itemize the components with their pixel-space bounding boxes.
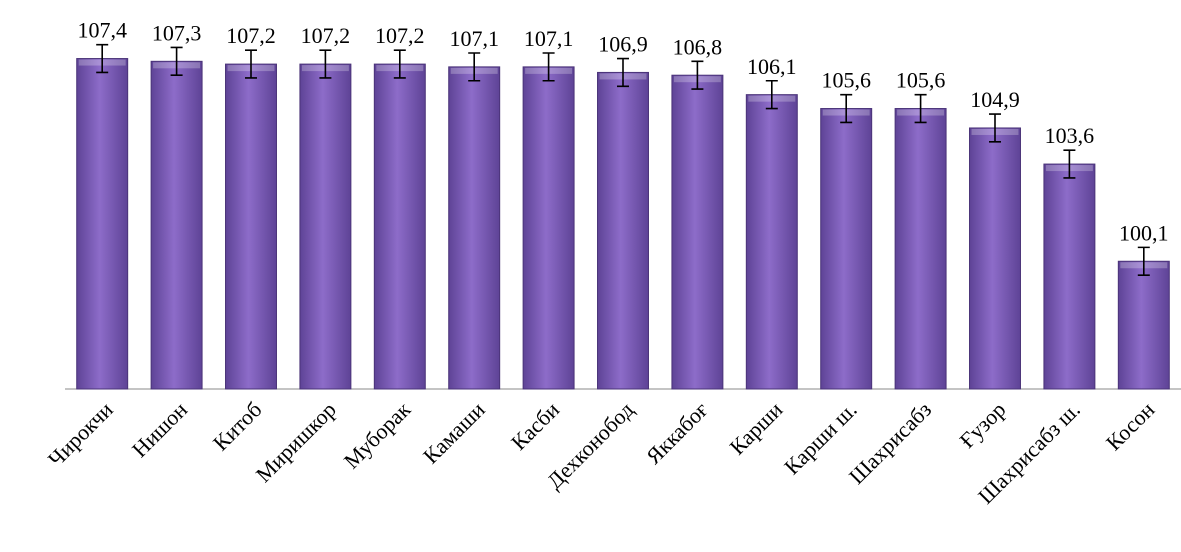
error-bar-5 (393, 49, 406, 79)
category-label-9: Яккабоғ (641, 397, 713, 469)
value-label-6: 107,1 (449, 26, 499, 51)
category-label-2: Нишон (127, 397, 192, 462)
bar-1 (76, 58, 129, 390)
value-labels-group: 107,4 107,3 107,2 107,2 107,2 107,1 107,1 106,9… (77, 18, 1168, 246)
value-label-4: 107,2 (301, 23, 351, 48)
bar-2 (150, 60, 203, 390)
category-label-5: Муборак (339, 397, 416, 474)
error-bar-9 (691, 60, 704, 90)
bar-7 (522, 66, 575, 390)
error-bar-4 (319, 49, 332, 79)
category-label-1: Чирокчи (43, 397, 118, 472)
value-label-3: 107,2 (226, 23, 276, 48)
category-label-4: Миришкор (251, 397, 341, 487)
error-bar-11 (840, 93, 853, 124)
bar-9 (671, 74, 724, 390)
bar-12 (894, 108, 947, 390)
bar-5 (373, 63, 426, 390)
error-bar-2 (170, 46, 183, 77)
error-bar-14 (1063, 149, 1076, 179)
value-label-1: 107,4 (77, 18, 127, 43)
bar-4 (299, 63, 352, 390)
value-label-5: 107,2 (375, 23, 425, 48)
category-label-13: Ғузор (954, 397, 1010, 453)
value-label-11: 105,6 (821, 68, 871, 93)
error-bar-15 (1137, 246, 1150, 276)
category-label-3: Китоб (208, 397, 267, 456)
value-label-15: 100,1 (1119, 220, 1169, 245)
value-label-9: 106,8 (673, 34, 723, 59)
bar-15 (1117, 260, 1170, 390)
value-label-8: 106,9 (598, 32, 648, 57)
value-label-13: 104,9 (970, 87, 1020, 112)
bar-3 (225, 63, 277, 390)
error-bar-8 (617, 57, 629, 88)
error-bar-1 (96, 43, 109, 74)
error-bar-10 (765, 79, 778, 110)
error-bar-7 (542, 52, 555, 82)
value-label-10: 106,1 (747, 54, 797, 79)
bar-11 (820, 108, 873, 390)
bar-6 (448, 66, 501, 390)
bar-14 (1043, 163, 1096, 390)
bar-8 (597, 71, 649, 390)
bar-10 (745, 94, 798, 390)
error-bar-6 (468, 52, 481, 82)
value-label-2: 107,3 (152, 20, 202, 45)
value-label-12: 105,6 (896, 68, 946, 93)
category-label-10: Карши (724, 397, 787, 460)
error-bars-group (96, 43, 1150, 276)
error-bar-12 (914, 93, 927, 124)
bar-13 (969, 127, 1021, 390)
value-label-7: 107,1 (524, 26, 574, 51)
error-bar-3 (245, 49, 257, 79)
bars-group (76, 58, 1170, 390)
category-label-6: Камаши (418, 397, 490, 469)
category-label-7: Касби (506, 397, 564, 455)
category-label-15: Косон (1101, 397, 1160, 456)
error-bar-13 (989, 113, 1001, 143)
value-label-14: 103,6 (1045, 123, 1095, 148)
